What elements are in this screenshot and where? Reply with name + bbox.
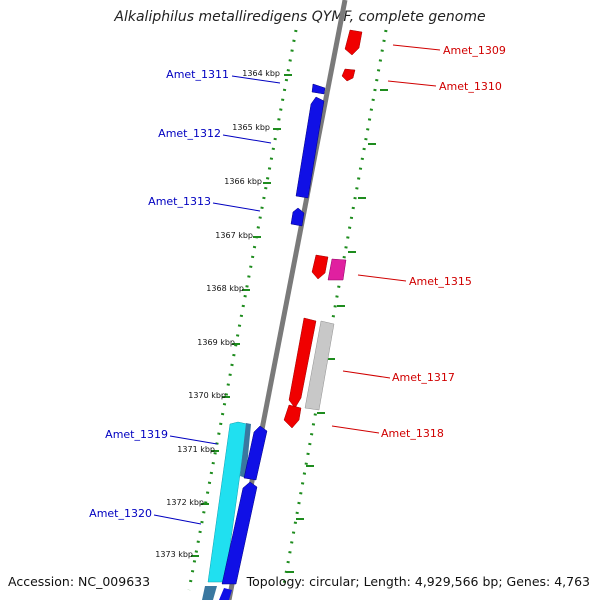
tick-label-1364: 1364 kbp <box>242 69 280 78</box>
tick-label-1371: 1371 kbp <box>177 445 215 454</box>
tick-marks: 1364 kbp 1365 kbp 1366 kbp 1367 kbp 1368… <box>155 69 388 573</box>
label-amet-1315[interactable]: Amet_1315 <box>409 275 472 288</box>
gene-amet-1317-gray[interactable] <box>304 320 335 411</box>
tick-label-1366: 1366 kbp <box>224 177 262 186</box>
gene-amet-1311[interactable] <box>311 83 326 95</box>
label-amet-1310[interactable]: Amet_1310 <box>439 80 502 93</box>
label-amet-1320[interactable]: Amet_1320 <box>89 507 152 520</box>
tick-label-1370: 1370 kbp <box>188 391 226 400</box>
tick-label-1372: 1372 kbp <box>166 498 204 507</box>
leader-amet-1319 <box>169 435 218 445</box>
gene-amet-1317-red[interactable] <box>288 317 317 409</box>
label-amet-1312[interactable]: Amet_1312 <box>158 127 221 140</box>
accession-text: Accession: NC_009633 <box>8 574 151 589</box>
map-title: Alkaliphilus metalliredigens QYMF, compl… <box>114 9 486 25</box>
tick-label-1373: 1373 kbp <box>155 550 193 559</box>
tick-label-1367: 1367 kbp <box>215 231 253 240</box>
label-leaders <box>153 44 441 525</box>
gene-amet-1310[interactable] <box>341 68 356 82</box>
gene-amet-1315-b[interactable] <box>327 258 347 281</box>
leader-amet-1311 <box>231 75 281 84</box>
right-guide-line <box>281 29 388 591</box>
leader-amet-1315 <box>357 274 407 282</box>
tick-label-1368: 1368 kbp <box>206 284 244 293</box>
leader-amet-1312 <box>222 134 272 144</box>
gene-partial-bottom-blue[interactable] <box>219 588 232 600</box>
gene-partial-bottom-steel[interactable] <box>202 586 217 600</box>
genome-summary-text: Topology: circular; Length: 4,929,566 bp… <box>246 574 590 589</box>
leader-amet-1309 <box>392 44 441 51</box>
forward-genes <box>283 29 363 429</box>
leader-amet-1320 <box>153 514 202 525</box>
reverse-genes <box>202 83 326 600</box>
gene-amet-1319-steel[interactable] <box>240 423 251 478</box>
gene-amet-1315-a[interactable] <box>311 254 329 280</box>
leader-amet-1310 <box>387 80 437 87</box>
label-amet-1309[interactable]: Amet_1309 <box>443 44 506 57</box>
leader-amet-1318 <box>331 425 380 434</box>
leader-amet-1317 <box>342 370 391 379</box>
label-amet-1313[interactable]: Amet_1313 <box>148 195 211 208</box>
label-amet-1311[interactable]: Amet_1311 <box>166 68 229 81</box>
gene-labels: Amet_1309 Amet_1310 Amet_1311 Amet_1312 … <box>89 44 506 520</box>
gene-amet-1312[interactable] <box>295 96 325 199</box>
gene-amet-1320[interactable] <box>221 481 258 585</box>
tick-label-1365: 1365 kbp <box>232 123 270 132</box>
gene-amet-1309[interactable] <box>344 29 363 56</box>
gene-amet-1313[interactable] <box>290 207 305 227</box>
gene-amet-1319-blue[interactable] <box>243 425 268 481</box>
tick-label-1369: 1369 kbp <box>197 338 235 347</box>
label-amet-1318[interactable]: Amet_1318 <box>381 427 444 440</box>
gene-amet-1319-cyan[interactable] <box>207 421 248 583</box>
leader-amet-1313 <box>212 202 261 212</box>
gene-amet-1318[interactable] <box>283 404 302 429</box>
label-amet-1317[interactable]: Amet_1317 <box>392 371 455 384</box>
label-amet-1319[interactable]: Amet_1319 <box>105 428 168 441</box>
